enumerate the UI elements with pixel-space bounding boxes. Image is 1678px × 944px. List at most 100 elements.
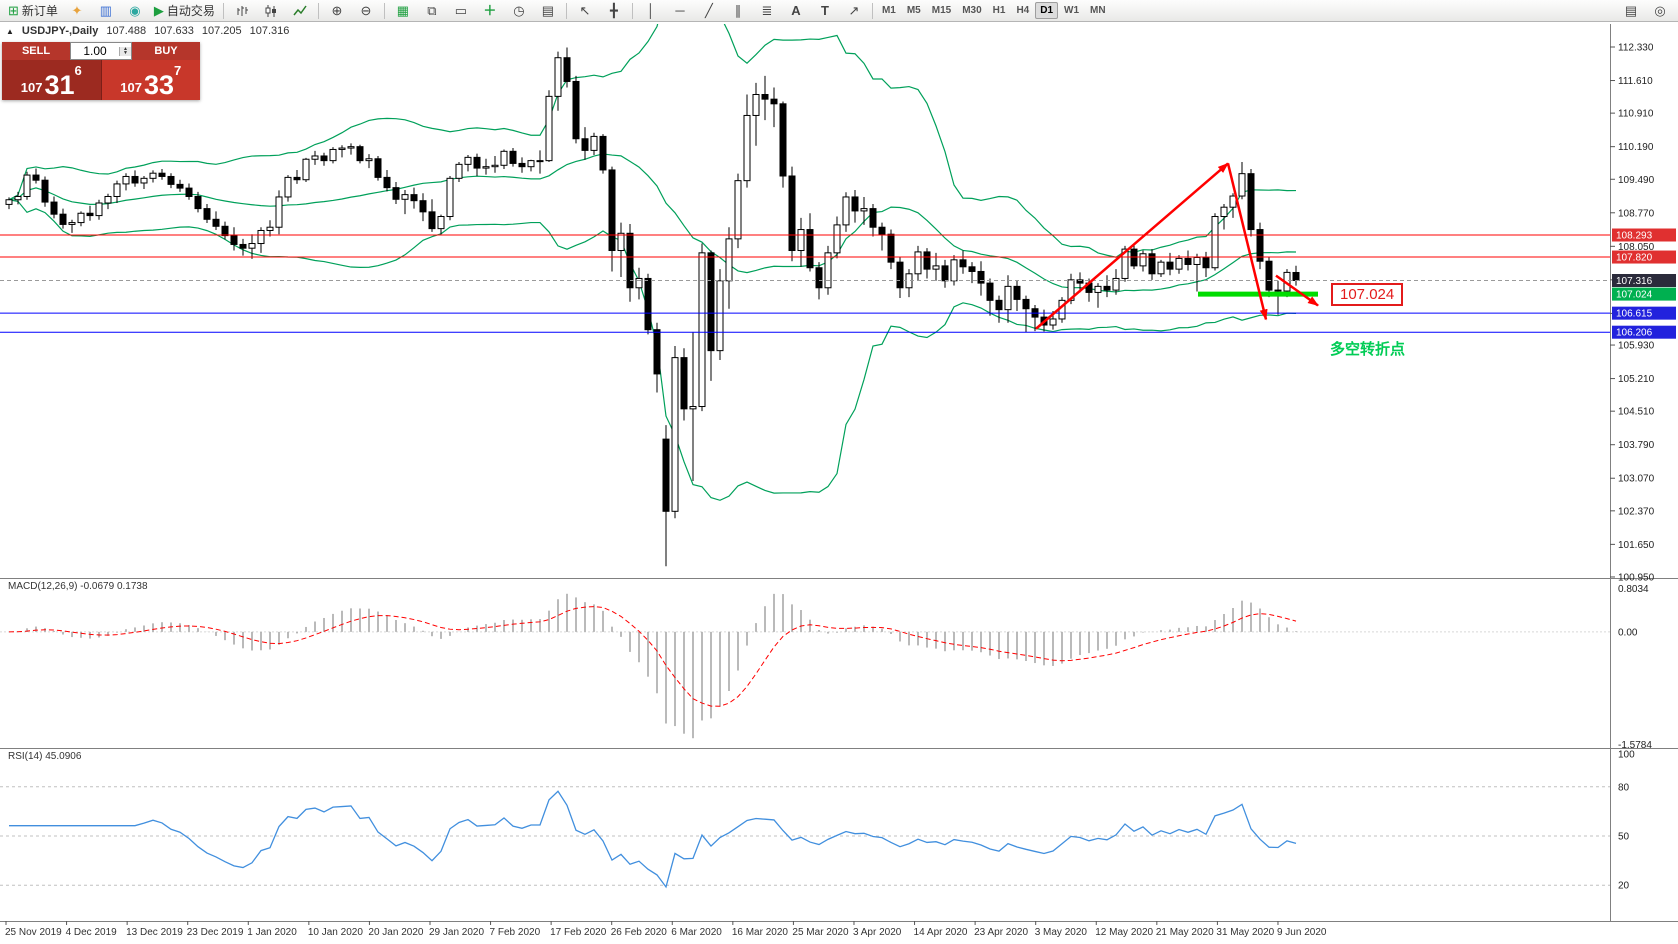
svg-text:100.950: 100.950 [1618, 572, 1655, 583]
svg-text:100: 100 [1618, 750, 1635, 761]
line-chart-button[interactable] [286, 0, 314, 21]
autotrading-play-icon: ▶ [153, 3, 164, 18]
svg-text:21 May 2020: 21 May 2020 [1156, 927, 1214, 938]
lot-decrease-icon[interactable]: ▼ [120, 51, 131, 56]
bid-prefix: 107 [20, 79, 43, 95]
channel-button[interactable]: ∥ [724, 0, 752, 21]
lot-size-input[interactable]: 1.00 ▲ ▼ [70, 42, 132, 60]
toolbar-separator [871, 2, 873, 19]
market-watch-button[interactable]: ◉ [121, 0, 149, 21]
close-value: 107.316 [249, 25, 290, 37]
docking-icon: ▤ [1624, 3, 1638, 18]
rsi-indicator-label: RSI(14) 45.0906 [8, 751, 82, 762]
main-toolbar: ⊞ 新订单 ✦ ▥ ◉ ▶ 自动交易 ⊕ ⊖ ▦ ⧉ ▭ ＋ ◷ ▤ ↖ ╋ │… [0, 0, 1678, 22]
svg-text:110.190: 110.190 [1618, 142, 1654, 153]
search-icon: ◎ [1654, 3, 1666, 18]
svg-text:25 Nov 2019: 25 Nov 2019 [5, 927, 62, 938]
open-value: 107.488 [106, 25, 147, 37]
svg-text:7 Feb 2020: 7 Feb 2020 [490, 927, 541, 938]
docking-button[interactable]: ▤ [1617, 0, 1645, 21]
svg-text:80: 80 [1618, 782, 1630, 793]
autotrading-button[interactable]: ▶ 自动交易 [150, 0, 219, 21]
new-window-button[interactable]: ▭ [447, 0, 475, 21]
buy-button[interactable]: BUY [132, 42, 200, 60]
timeframe-d1-button[interactable]: D1 [1035, 2, 1059, 19]
svg-text:26 Feb 2020: 26 Feb 2020 [611, 927, 668, 938]
svg-text:6 Mar 2020: 6 Mar 2020 [671, 927, 722, 938]
svg-text:105.930: 105.930 [1618, 341, 1655, 352]
search-button[interactable]: ◎ [1646, 0, 1674, 21]
charts-button[interactable]: ▥ [92, 0, 120, 21]
svg-text:102.370: 102.370 [1618, 506, 1655, 517]
timeframe-m1-button[interactable]: M1 [881, 5, 896, 16]
line-chart-icon [293, 5, 307, 15]
new-order-icon: ⊞ [8, 3, 19, 18]
favorites-icon: ✦ [71, 3, 83, 18]
zoom-in-button[interactable]: ⊕ [323, 0, 351, 21]
lot-increase-icon[interactable]: ▲ [120, 46, 131, 51]
cascade-windows-button[interactable]: ⧉ [418, 0, 446, 21]
zoom-out-button[interactable]: ⊖ [352, 0, 380, 21]
svg-text:3 May 2020: 3 May 2020 [1035, 927, 1088, 938]
horizontal-line-button[interactable]: ─ [666, 0, 694, 21]
templates-button[interactable]: ▤ [534, 0, 562, 21]
svg-text:109.490: 109.490 [1618, 175, 1655, 186]
toolbar-separator [222, 2, 224, 19]
tile-windows-icon: ▦ [396, 3, 410, 18]
sell-quote-button[interactable]: 107 31 6 [2, 60, 102, 100]
svg-text:108.293: 108.293 [1616, 231, 1653, 242]
svg-text:14 Apr 2020: 14 Apr 2020 [914, 927, 968, 938]
text-label-button[interactable]: T [811, 0, 839, 21]
text-label-icon: T [820, 3, 829, 18]
toolbar-separator [565, 2, 567, 19]
chart-canvas[interactable]: 112.330 111.610 110.910 110.190 109.490 108.7… [0, 22, 1678, 944]
indicators-button[interactable]: ＋ [476, 0, 504, 21]
fibonacci-button[interactable]: ≣ [753, 0, 781, 21]
bid-pipette: 6 [74, 63, 82, 78]
sell-button[interactable]: SELL [2, 42, 70, 60]
toolbar-separator [631, 2, 633, 19]
bar-chart-button[interactable] [228, 0, 256, 21]
svg-text:0.8034: 0.8034 [1618, 584, 1649, 595]
favorites-button[interactable]: ✦ [63, 0, 91, 21]
turning-point-annotation[interactable]: 多空转折点 [1330, 341, 1406, 358]
timeframe-mn-button[interactable]: MN [1090, 5, 1106, 16]
svg-text:10 Jan 2020: 10 Jan 2020 [308, 927, 363, 938]
arrows-icon: ↗ [848, 3, 860, 18]
lot-size-value: 1.00 [83, 44, 107, 58]
crosshair-button[interactable]: ╋ [600, 0, 628, 21]
vertical-line-button[interactable]: │ [637, 0, 665, 21]
svg-text:105.210: 105.210 [1618, 374, 1655, 385]
price-level-label[interactable]: 107.024 [1331, 283, 1404, 306]
one-click-toggle-icon[interactable]: ▲ [6, 26, 14, 36]
timeframe-m5-button[interactable]: M5 [906, 5, 921, 16]
timeframe-m15-button[interactable]: M15 [931, 5, 952, 16]
svg-text:107.820: 107.820 [1616, 253, 1653, 264]
svg-text:31 May 2020: 31 May 2020 [1216, 927, 1274, 938]
tile-windows-button[interactable]: ▦ [389, 0, 417, 21]
timeframe-m30-button[interactable]: M30 [962, 5, 982, 16]
candlestick-chart-button[interactable] [257, 0, 285, 21]
svg-text:23 Apr 2020: 23 Apr 2020 [974, 927, 1028, 938]
trendline-icon: ╱ [705, 3, 713, 18]
vertical-line-icon: │ [646, 3, 655, 18]
svg-text:20 Jan 2020: 20 Jan 2020 [368, 927, 423, 938]
indicators-plus-icon: ＋ [483, 3, 497, 18]
cursor-button[interactable]: ↖ [571, 0, 599, 21]
new-order-button[interactable]: ⊞ 新订单 [4, 0, 62, 21]
ask-prefix: 107 [120, 79, 142, 95]
chart-window: 112.330 111.610 110.910 110.190 109.490 108.7… [0, 22, 1678, 944]
low-value: 107.205 [201, 25, 242, 37]
buy-quote-button[interactable]: 107 33 7 [101, 60, 200, 100]
periods-button[interactable]: ◷ [505, 0, 533, 21]
arrows-button[interactable]: ↗ [840, 0, 868, 21]
timeframe-w1-button[interactable]: W1 [1064, 5, 1080, 16]
svg-text:9 Jun 2020: 9 Jun 2020 [1277, 927, 1327, 938]
timeframe-h1-button[interactable]: H1 [992, 5, 1006, 16]
text-button[interactable]: A [782, 0, 810, 21]
trendline-button[interactable]: ╱ [695, 0, 723, 21]
periods-clock-icon: ◷ [513, 3, 525, 18]
timeframe-h4-button[interactable]: H4 [1016, 5, 1030, 16]
market-watch-icon: ◉ [129, 3, 141, 18]
svg-text:12 May 2020: 12 May 2020 [1095, 927, 1153, 938]
